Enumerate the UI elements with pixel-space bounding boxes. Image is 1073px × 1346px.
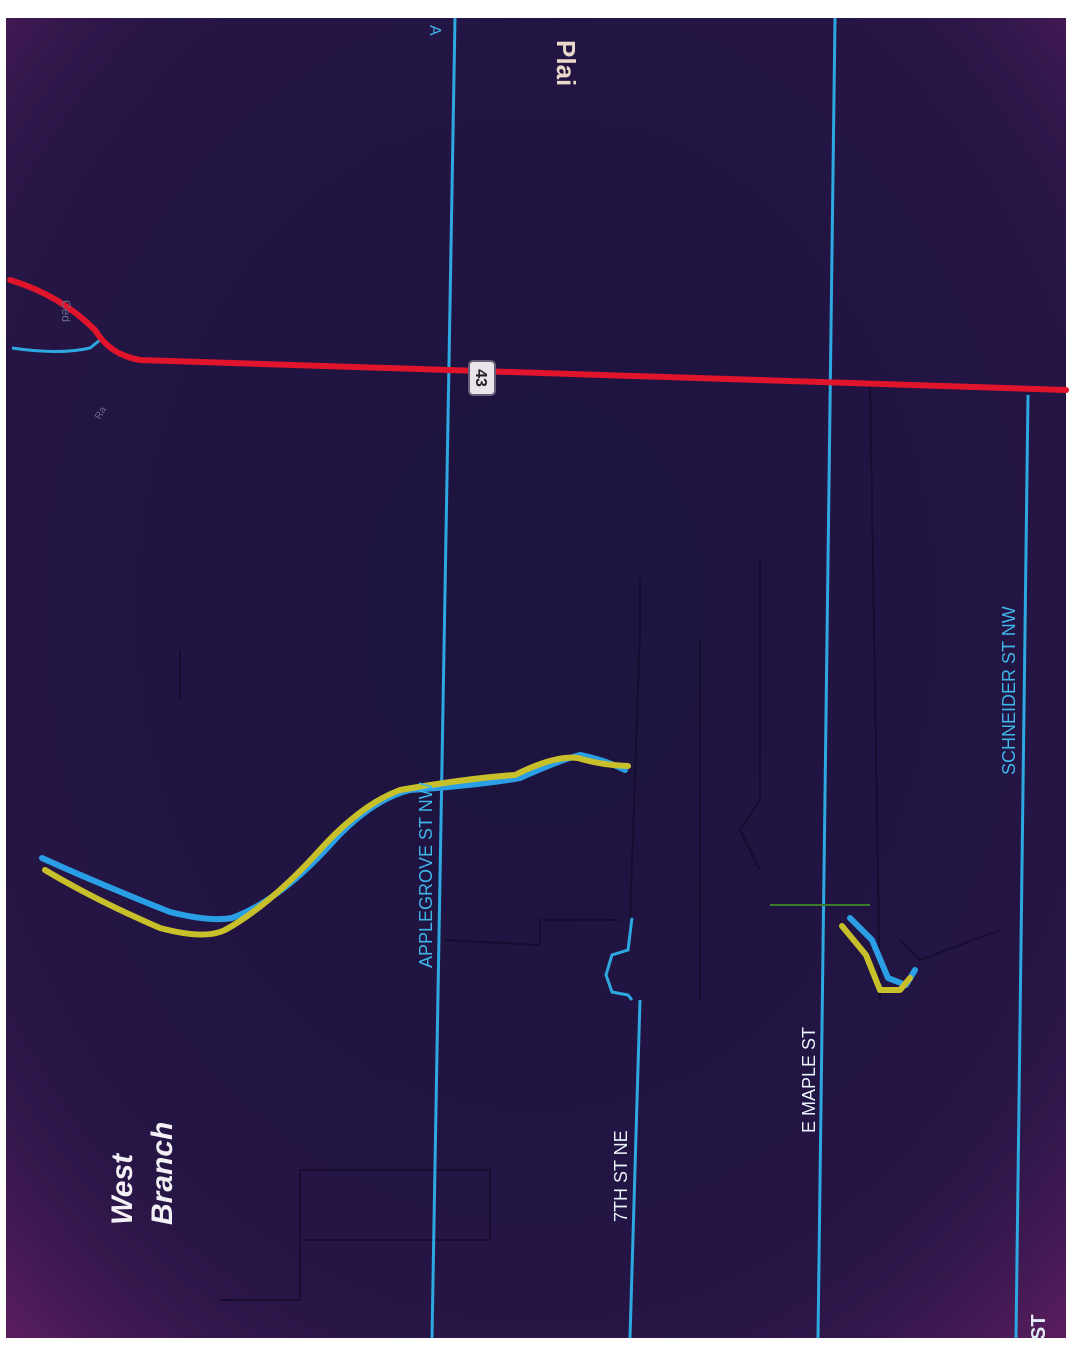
- street-7th-jog: [604, 917, 634, 1001]
- corner-label: A: [426, 25, 443, 36]
- street-7th: [628, 999, 642, 1339]
- route-shield-icon: 43: [468, 360, 496, 396]
- place-label-line-2: Branch: [146, 1122, 179, 1225]
- route-yellow-short: [839, 923, 913, 993]
- street-label-applegrove: APPLEGROVE ST NW: [416, 782, 436, 968]
- bottom-corner-label: ST: [1028, 1314, 1050, 1340]
- street-top-left-branch: [11, 338, 101, 353]
- route-traces: [39, 752, 918, 993]
- faint-roads: [179, 379, 1001, 1301]
- route-shield-number: 43: [472, 369, 489, 387]
- street-label-7th: 7TH ST NE: [611, 1130, 631, 1222]
- street-lines: [11, 17, 1030, 1339]
- street-label-schneider: SCHNEIDER ST NW: [999, 606, 1019, 775]
- street-label-maple: E MAPLE ST: [799, 1027, 819, 1133]
- street-maple: [816, 17, 837, 1339]
- street-schneider: [1014, 394, 1030, 1339]
- small-label-top: Ced: [59, 300, 73, 322]
- highway-line: [7, 277, 1069, 393]
- place-label: West Branch: [106, 1122, 179, 1225]
- route-yellow-main: [42, 754, 631, 938]
- top-cut-label: Plai: [551, 40, 581, 86]
- map-vignette: [6, 18, 1066, 1338]
- street-labels: APPLEGROVE ST NW 7TH ST NE E MAPLE ST SC…: [416, 606, 1019, 1222]
- street-applegrove: [430, 17, 457, 1339]
- place-label-line-1: West: [106, 1152, 139, 1225]
